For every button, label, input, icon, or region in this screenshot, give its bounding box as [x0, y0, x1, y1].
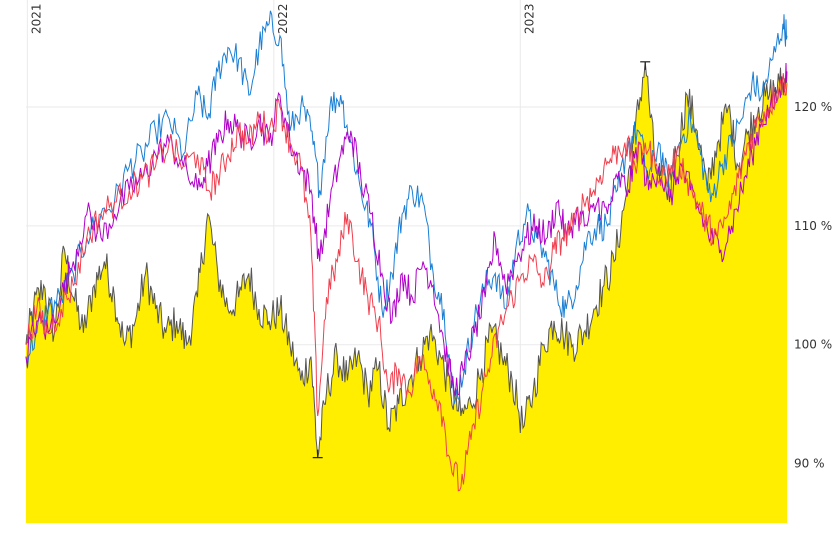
low-marker: [312, 449, 323, 459]
year-label: 2023: [522, 3, 536, 34]
y-tick-label: 120 %: [794, 100, 832, 114]
series-line-1: [25, 10, 788, 405]
year-label: 2021: [29, 3, 43, 34]
y-tick-label: 110 %: [794, 219, 832, 233]
y-tick-label: 90 %: [794, 457, 825, 471]
year-markers: 2021 2022 2023: [29, 3, 536, 34]
year-label: 2022: [276, 3, 290, 34]
area-series: [26, 61, 787, 524]
area-series-line: [25, 61, 788, 458]
line-series: [25, 10, 788, 492]
y-tick-label: 100 %: [794, 338, 832, 352]
series-line-3: [25, 73, 788, 492]
high-marker: [640, 61, 651, 70]
y-axis-tick-labels: 90 % 100 % 110 % 120 %: [794, 100, 832, 471]
area-fill: [26, 61, 787, 524]
series-line-2: [25, 62, 788, 396]
extreme-markers: [312, 61, 651, 459]
